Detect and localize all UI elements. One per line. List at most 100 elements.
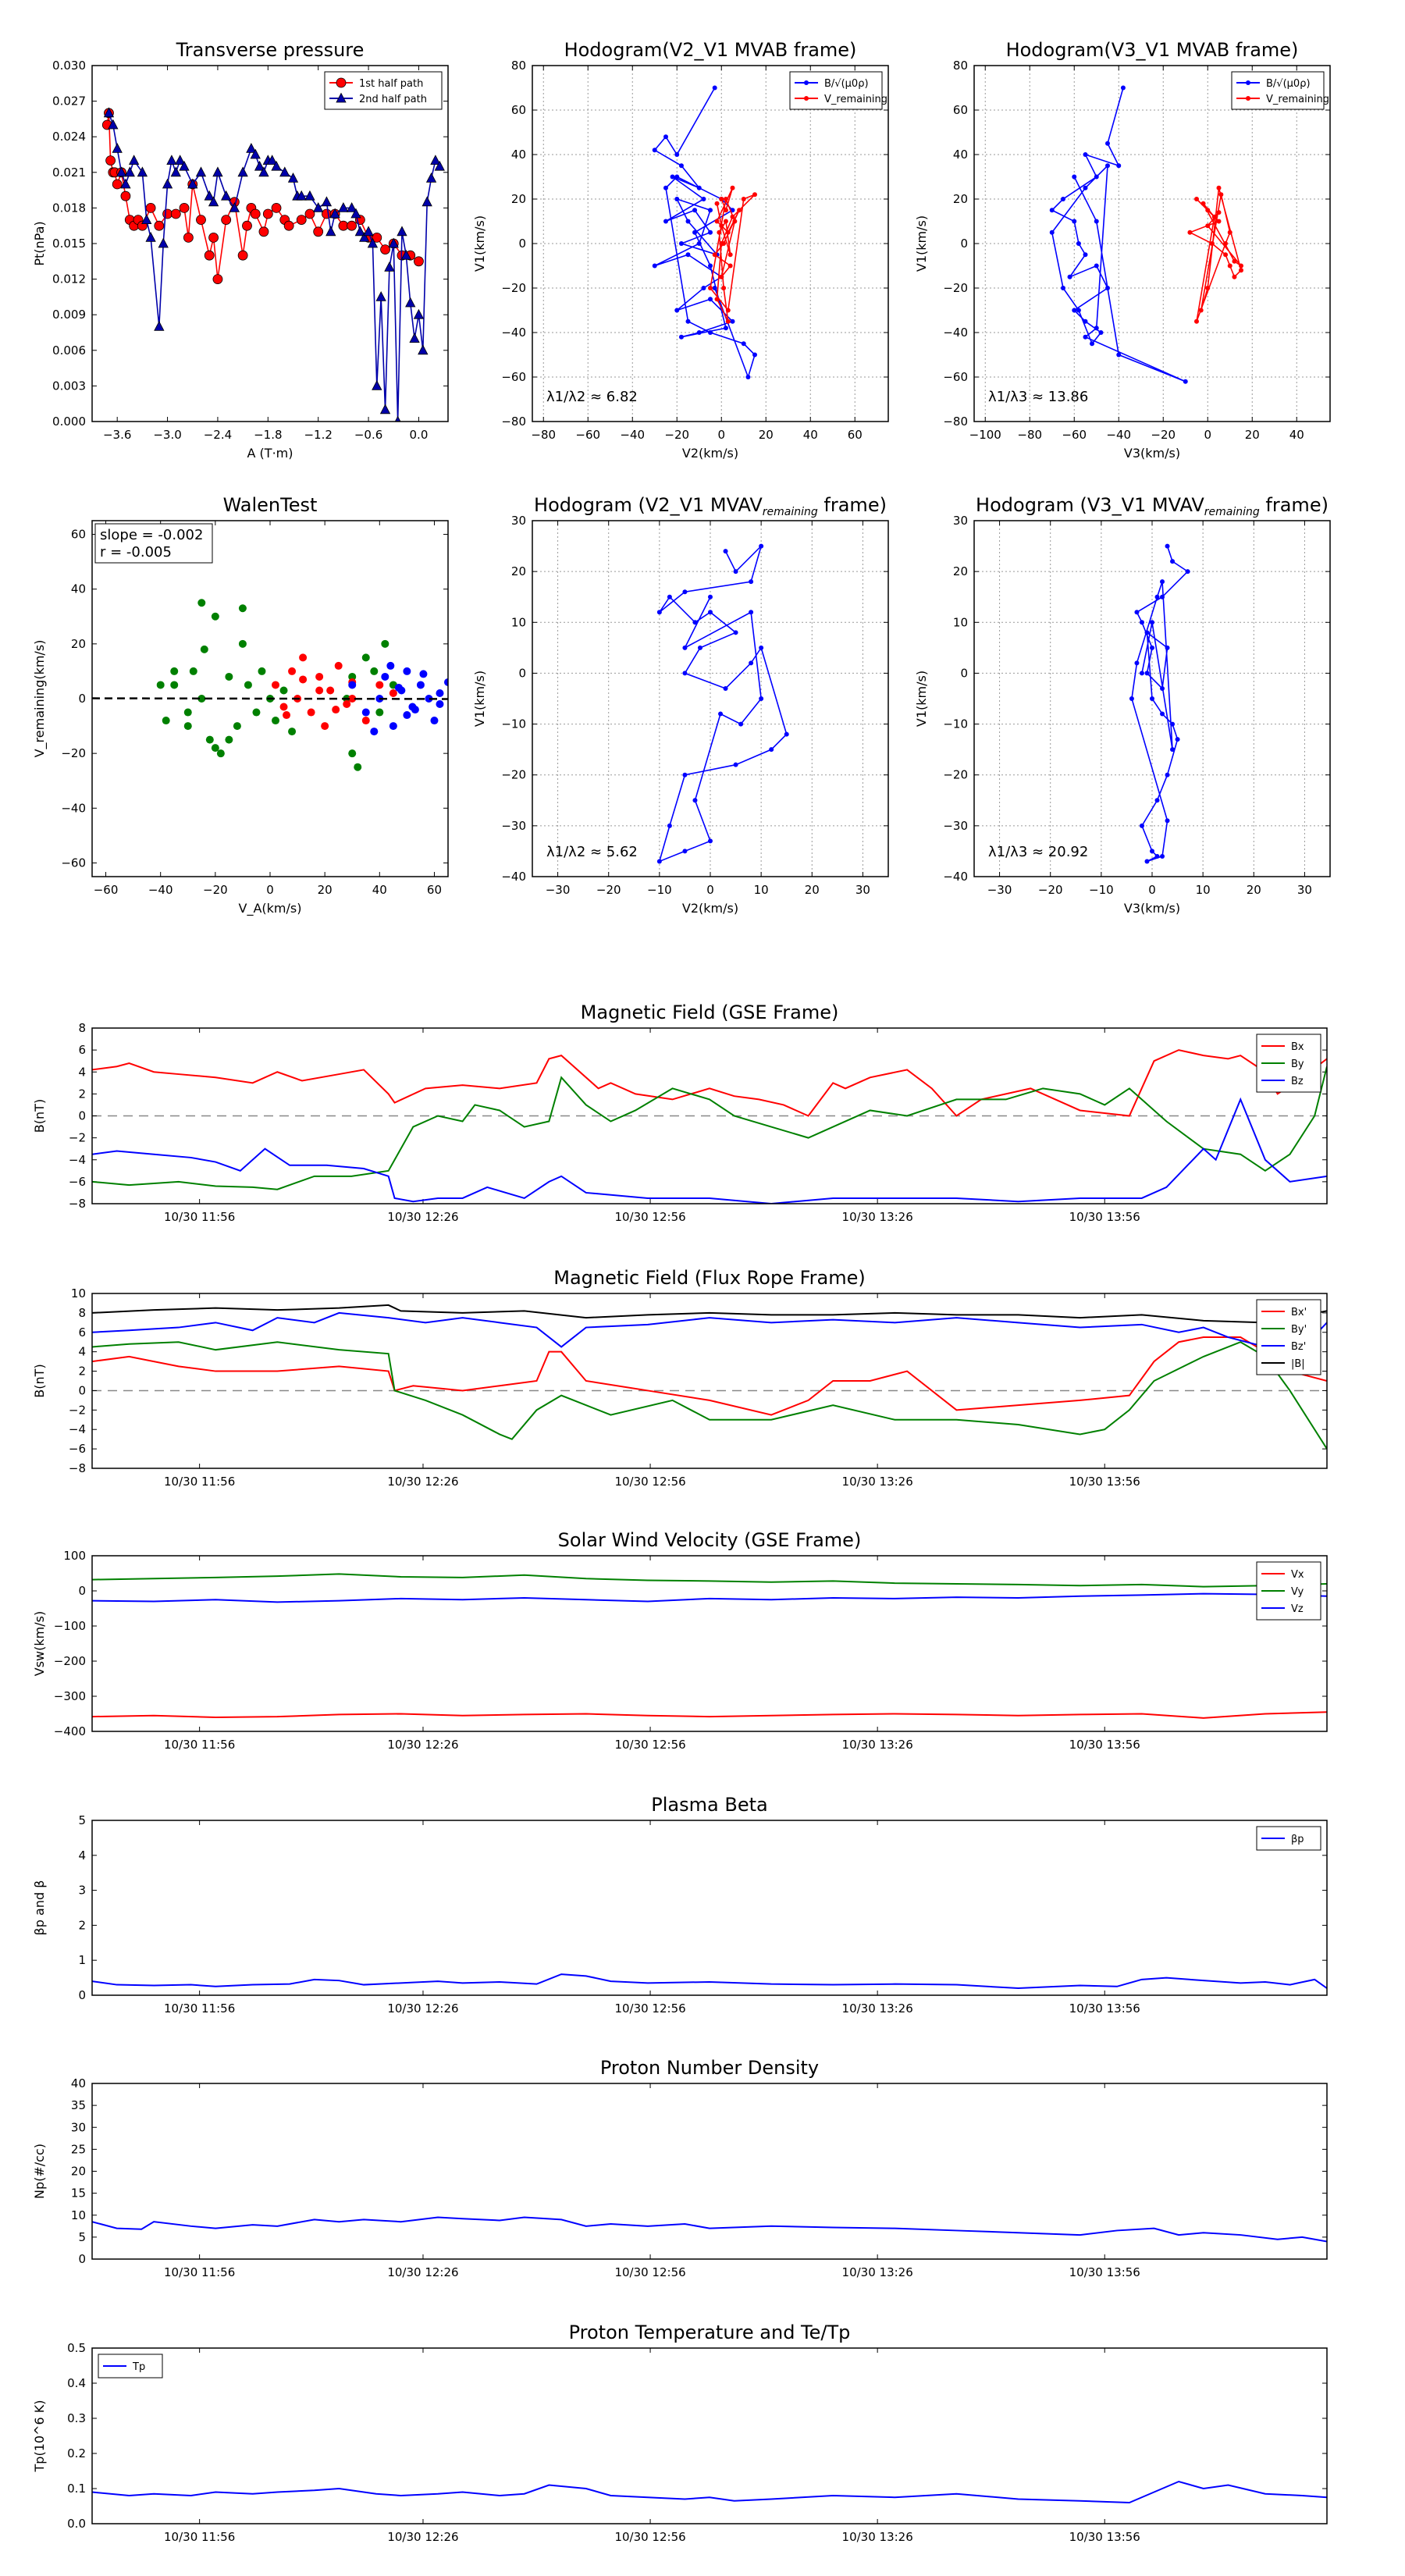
data-point <box>287 173 299 183</box>
data-point <box>759 696 764 701</box>
series-line-0 <box>92 1336 1327 1416</box>
x-tick-label: 0 <box>1204 428 1211 442</box>
data-point <box>1211 214 1217 219</box>
data-point <box>1105 286 1110 290</box>
data-point <box>120 190 131 201</box>
series-line-0 <box>1051 87 1186 382</box>
plot-frame <box>91 1293 1328 1469</box>
series-line-1 <box>1188 187 1242 322</box>
data-point <box>105 155 116 166</box>
data-point <box>370 667 379 675</box>
data-point <box>1205 223 1211 229</box>
data-point <box>103 107 115 118</box>
x-tick-label: 10/30 12:56 <box>614 1475 685 1489</box>
y-tick-label: 2 <box>78 1918 86 1932</box>
data-point <box>1129 696 1134 701</box>
data-point <box>244 681 252 689</box>
x-tick-label: 40 <box>1289 428 1304 442</box>
x-tick-label: 60 <box>848 428 863 442</box>
data-point <box>1165 818 1170 824</box>
chart-title: WalenTest <box>223 494 318 516</box>
y-tick-label: 20 <box>511 192 526 206</box>
data-point <box>1049 229 1055 235</box>
data-point <box>1218 192 1224 197</box>
data-point <box>381 639 389 648</box>
y-tick-label: −4 <box>69 1422 86 1436</box>
plot-area <box>92 1049 1327 1204</box>
x-tick-label: −60 <box>94 883 119 897</box>
data-point <box>434 160 445 171</box>
data-point <box>212 166 223 177</box>
data-point <box>375 291 386 301</box>
data-point <box>674 197 680 201</box>
y-tick-label: 0 <box>518 666 526 680</box>
data-point <box>1150 849 1154 854</box>
data-point <box>732 219 738 224</box>
y-tick-label: −40 <box>501 870 526 884</box>
data-point <box>719 197 724 201</box>
y-tick-label: 60 <box>511 103 526 117</box>
y-tick-label: 6 <box>78 1325 86 1340</box>
chart-title: Proton Number Density <box>600 2057 819 2079</box>
x-tick-label: −40 <box>620 428 645 442</box>
data-point <box>714 201 720 206</box>
data-point <box>158 237 169 248</box>
data-point <box>379 404 391 415</box>
data-point <box>1205 286 1211 290</box>
legend-label: Vy <box>1291 1586 1304 1598</box>
y-axis-label: V1(km/s) <box>472 671 487 727</box>
data-point <box>145 202 156 213</box>
data-point <box>652 148 657 153</box>
data-point <box>299 653 308 662</box>
x-tick-label: 10/30 12:56 <box>614 1210 685 1224</box>
legend-box <box>1231 71 1325 110</box>
data-point <box>708 229 713 235</box>
x-tick-label: 10/30 11:56 <box>164 2001 235 2016</box>
y-tick-label: 60 <box>71 528 86 542</box>
data-point <box>208 196 219 207</box>
legend-label: Bz <box>1291 1076 1304 1087</box>
plot-frame <box>532 520 889 877</box>
x-tick-label: 40 <box>803 428 818 442</box>
data-point <box>299 675 308 684</box>
data-point <box>723 208 728 213</box>
data-point <box>727 263 733 269</box>
series-line-2 <box>92 1097 1327 1204</box>
y-tick-label: −40 <box>61 801 86 815</box>
data-point <box>749 660 754 666</box>
data-point <box>708 286 713 290</box>
data-point <box>267 155 278 165</box>
data-point <box>1061 286 1065 290</box>
data-point <box>1083 334 1088 340</box>
y-tick-label: −20 <box>501 281 526 295</box>
data-point <box>254 160 265 171</box>
x-tick-label: −20 <box>203 883 228 897</box>
data-point <box>685 252 691 258</box>
plot-frame <box>532 65 889 422</box>
data-point <box>372 380 382 390</box>
data-point <box>1094 326 1099 331</box>
y-tick-label: −6 <box>69 1442 86 1456</box>
data-point <box>1116 163 1122 169</box>
x-tick-label: −3.6 <box>103 428 131 442</box>
data-point <box>682 849 688 854</box>
data-point <box>733 762 738 767</box>
x-tick-label: 20 <box>805 883 820 897</box>
data-point <box>137 166 148 177</box>
y-tick-label: 40 <box>953 148 968 162</box>
plot-frame <box>91 1555 1328 1732</box>
plot-frame <box>91 2083 1328 2260</box>
y-tick-label: 0.024 <box>52 130 86 144</box>
data-point <box>1154 853 1160 859</box>
legend: Vx Vy Vz <box>1256 1561 1321 1621</box>
y-tick-label: 10 <box>511 615 526 629</box>
y-axis-label: B(nT) <box>32 1364 47 1397</box>
data-point <box>258 667 266 675</box>
legend: 1st half path 2nd half path <box>324 71 443 110</box>
data-point <box>741 341 746 347</box>
data-point <box>1154 798 1160 803</box>
x-tick-label: 10/30 13:56 <box>1069 2530 1140 2544</box>
data-point <box>1227 263 1232 269</box>
data-point <box>719 241 724 246</box>
data-point <box>733 630 738 635</box>
